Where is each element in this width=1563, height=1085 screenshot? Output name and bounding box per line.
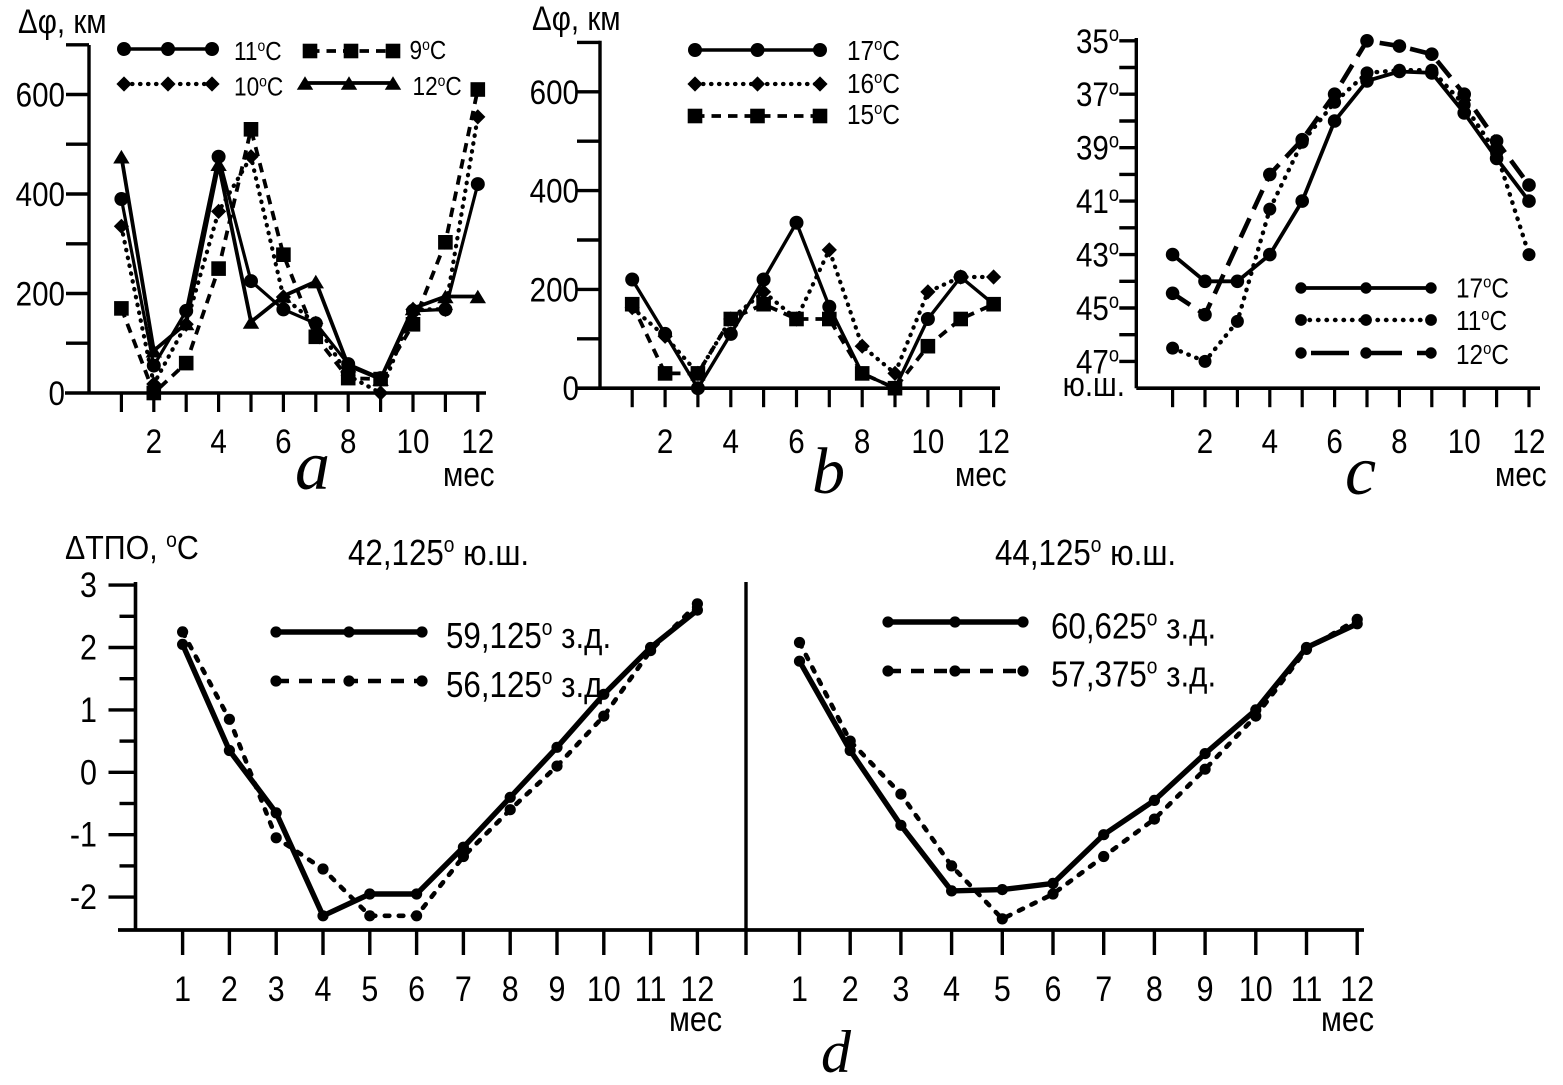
svg-text:11: 11 [1291,969,1323,1008]
svg-text:44,125o ю.ш.: 44,125o ю.ш. [995,533,1176,574]
svg-text:12: 12 [977,422,1010,460]
svg-text:12: 12 [1513,422,1546,460]
svg-text:мес: мес [443,455,495,493]
svg-text:400: 400 [16,175,65,213]
svg-text:10: 10 [1239,969,1273,1008]
svg-text:10: 10 [1448,422,1481,460]
svg-text:8: 8 [340,422,356,460]
svg-text:600: 600 [16,76,65,114]
svg-text:59,125o з.д.: 59,125o з.д. [446,616,611,657]
svg-text:11: 11 [635,969,667,1008]
svg-text:мес: мес [1321,999,1374,1038]
svg-text:5: 5 [994,969,1011,1008]
svg-text:a: a [295,428,330,505]
svg-text:4: 4 [943,969,960,1008]
svg-text:d: d [821,1019,852,1085]
svg-text:2: 2 [221,969,238,1008]
svg-text:2: 2 [80,627,97,666]
svg-text:c: c [1345,433,1376,510]
svg-text:12: 12 [461,422,494,460]
svg-text:8: 8 [854,422,870,460]
svg-text:4: 4 [723,422,739,460]
svg-text:4: 4 [1262,422,1278,460]
svg-text:Δφ, км: Δφ, км [532,0,621,37]
svg-text:600: 600 [530,73,579,111]
svg-text:12: 12 [680,969,714,1008]
svg-text:12oC: 12oC [1456,338,1509,370]
svg-text:400: 400 [530,172,579,210]
svg-text:3: 3 [892,969,909,1008]
svg-text:12: 12 [1340,969,1374,1008]
svg-text:6: 6 [275,422,291,460]
svg-text:39o: 39o [1076,129,1119,167]
svg-text:5: 5 [361,969,378,1008]
svg-text:4: 4 [210,422,226,460]
svg-text:-1: -1 [70,815,97,854]
svg-text:2: 2 [1197,422,1213,460]
svg-text:3: 3 [268,969,285,1008]
svg-text:0: 0 [80,752,97,791]
svg-text:42,125o ю.ш.: 42,125o ю.ш. [348,533,529,574]
svg-text:17oC: 17oC [1456,272,1509,304]
svg-text:6: 6 [788,422,804,460]
svg-text:8: 8 [502,969,519,1008]
svg-text:1: 1 [791,969,808,1008]
svg-text:56,125o з.д: 56,125o з.д [446,665,603,706]
svg-text:8: 8 [1391,422,1407,460]
svg-text:9: 9 [549,969,566,1008]
svg-text:6: 6 [1045,969,1062,1008]
svg-text:7: 7 [1095,969,1112,1008]
svg-text:4: 4 [315,969,332,1008]
svg-text:15oC: 15oC [847,98,900,130]
svg-text:2: 2 [657,422,673,460]
svg-text:10oC: 10oC [234,73,283,102]
svg-text:мес: мес [669,999,722,1038]
svg-text:6: 6 [408,969,425,1008]
svg-text:0: 0 [563,369,579,407]
svg-text:мес: мес [1495,455,1547,493]
svg-text:7: 7 [455,969,472,1008]
svg-text:ΔТПО, oC: ΔТПО, oC [65,529,199,566]
svg-text:200: 200 [530,270,579,308]
svg-text:16oC: 16oC [847,67,900,99]
svg-text:200: 200 [16,275,65,313]
svg-text:мес: мес [955,455,1007,493]
svg-text:8: 8 [1146,969,1163,1008]
svg-text:60,625o з.д.: 60,625o з.д. [1051,606,1216,647]
svg-text:10: 10 [587,969,621,1008]
svg-text:57,375o з.д.: 57,375o з.д. [1051,654,1216,695]
svg-text:0: 0 [49,374,65,412]
svg-text:2: 2 [842,969,859,1008]
svg-text:2: 2 [146,422,162,460]
svg-text:9: 9 [1197,969,1214,1008]
svg-text:12oC: 12oC [413,72,462,101]
svg-text:b: b [812,435,845,508]
svg-text:10: 10 [911,422,944,460]
svg-text:10: 10 [397,422,430,460]
svg-text:-2: -2 [70,877,97,916]
svg-text:6: 6 [1326,422,1342,460]
svg-text:3: 3 [80,565,97,604]
svg-text:17oC: 17oC [847,34,900,66]
svg-text:1: 1 [80,690,97,729]
svg-text:Δφ, км: Δφ, км [18,2,107,40]
svg-text:ю.ш.: ю.ш. [1063,365,1125,403]
svg-text:1: 1 [174,969,191,1008]
